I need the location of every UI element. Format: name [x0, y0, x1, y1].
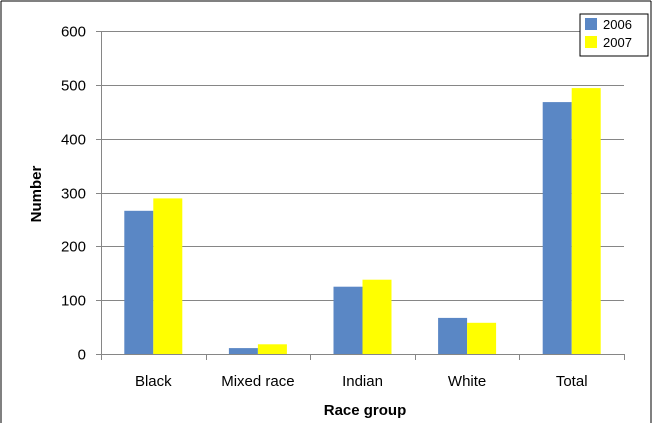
x-tick-label-black: Black [135, 373, 172, 390]
bar-2007-black [153, 198, 183, 354]
bar-2006-white [438, 317, 468, 354]
y-tick-labels: 0 100 200 300 400 500 600 [61, 24, 86, 364]
legend-label-2006: 2006 [603, 17, 632, 32]
bar-2006-mixed-race [228, 348, 258, 354]
y-tick-label-400: 400 [61, 132, 86, 149]
x-tick-label-white: White [448, 373, 486, 390]
legend: 2006 2007 [579, 13, 649, 57]
x-tick-labels: Black Mixed race Indian White Total [135, 373, 588, 390]
bars [124, 88, 601, 354]
bar-2007-mixed-race [257, 344, 287, 354]
y-tick-label-0: 0 [78, 347, 86, 364]
bar-2006-indian [333, 286, 363, 354]
bar-2007-white [467, 322, 497, 354]
y-tick-label-300: 300 [61, 186, 86, 203]
gridlines [101, 31, 624, 301]
x-tick-label-mixed-race: Mixed race [221, 373, 294, 390]
legend-swatch-2006 [585, 18, 597, 30]
y-tick-label-500: 500 [61, 78, 86, 95]
y-axis-title: Number [28, 166, 45, 223]
bar-2006-total [542, 102, 572, 354]
bar-2006-black [124, 210, 154, 354]
legend-label-2007: 2007 [603, 35, 632, 50]
x-tick-label-indian: Indian [342, 373, 383, 390]
y-tick-label-100: 100 [61, 293, 86, 310]
x-tick-label-total: Total [556, 373, 588, 390]
x-axis-title: Race group [324, 402, 407, 419]
y-tick-label-200: 200 [61, 239, 86, 256]
bar-2007-indian [362, 279, 392, 354]
y-tick-label-600: 600 [61, 24, 86, 41]
bar-2007-total [571, 88, 601, 354]
axes [96, 31, 625, 360]
legend-swatch-2007 [585, 36, 597, 48]
